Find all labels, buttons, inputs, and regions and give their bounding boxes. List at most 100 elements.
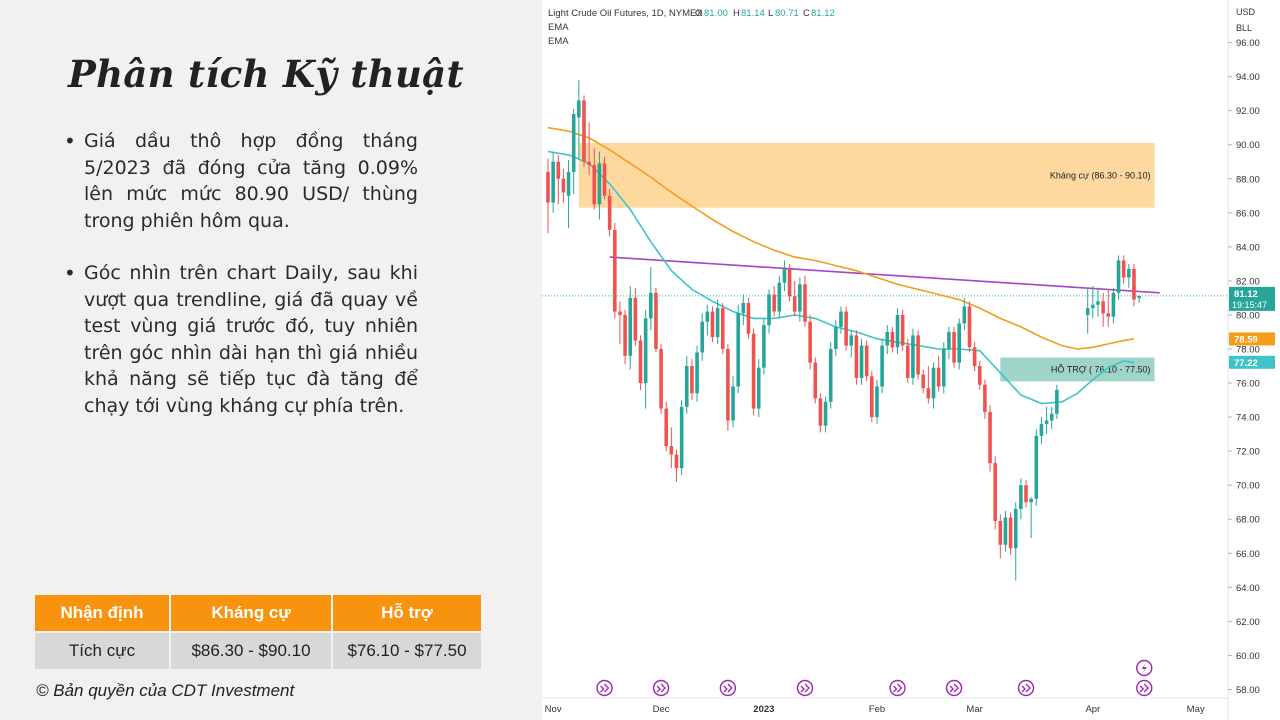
- y-tick-label: 74.00: [1236, 413, 1260, 424]
- candle: [828, 342, 833, 409]
- candle: [690, 359, 694, 401]
- y-tick-label: 92.00: [1236, 106, 1260, 117]
- candle-body: [798, 284, 802, 312]
- ohlc-high-label: H: [733, 8, 740, 19]
- chart-header: Light Crude Oil Futures, 1D, NYMEX O 81.…: [548, 7, 1256, 47]
- candle: [1121, 255, 1126, 285]
- cell-support: $76.10 - $77.50: [333, 633, 481, 669]
- candle-body: [679, 406, 684, 469]
- candle-body: [926, 388, 931, 399]
- zone-label: Kháng cự (86.30 - 90.10): [1050, 170, 1151, 180]
- candle: [602, 156, 607, 200]
- candle: [623, 309, 627, 365]
- candle-body: [664, 408, 669, 447]
- unit-label: BLL: [1236, 23, 1252, 33]
- zone-label: HỖ TRỢ ( 76.10 - 77.50): [1051, 363, 1151, 374]
- indicator-label: EMA: [548, 22, 569, 33]
- candle-body: [751, 333, 756, 409]
- candle: [613, 223, 617, 319]
- candle: [587, 122, 591, 176]
- lightning-bolt: [1141, 663, 1147, 673]
- candle-body: [803, 284, 807, 322]
- candle-body: [654, 292, 658, 349]
- candle-body: [993, 463, 997, 521]
- candle: [582, 95, 586, 167]
- event-marker-arrows: [656, 683, 666, 693]
- candle: [751, 328, 756, 416]
- event-marker-arrows: [1021, 683, 1031, 693]
- candle: [880, 338, 884, 394]
- cell-assessment: Tích cực: [35, 633, 169, 669]
- candle: [1096, 287, 1100, 317]
- candle: [618, 301, 622, 344]
- candle: [1137, 295, 1141, 303]
- event-marker-icon: [1136, 679, 1153, 697]
- candle-body: [983, 384, 987, 412]
- candle: [936, 355, 941, 392]
- candle: [839, 306, 843, 334]
- candle-body: [1121, 260, 1126, 278]
- candle-body: [870, 376, 874, 418]
- candle: [659, 343, 663, 414]
- candle-body: [962, 306, 967, 324]
- candle: [993, 456, 997, 530]
- candle: [649, 267, 653, 331]
- candle-body: [571, 114, 576, 172]
- candle: [1003, 510, 1008, 552]
- candle-body: [787, 268, 792, 297]
- zones-layer: Kháng cự (86.30 - 90.10) HỖ TRỢ ( 76.10 -…: [578, 143, 1155, 382]
- candle-body: [906, 345, 910, 378]
- event-markers-layer: [596, 659, 1153, 697]
- trendline: [609, 256, 1160, 294]
- y-tick-label: 76.00: [1236, 379, 1260, 390]
- candle: [777, 275, 782, 319]
- y-tick-label: 90.00: [1236, 140, 1260, 151]
- candle: [571, 108, 576, 195]
- event-marker-icon: [945, 679, 963, 697]
- candle: [1008, 512, 1013, 555]
- candle-body: [952, 331, 956, 363]
- candle: [947, 326, 951, 360]
- candle-body: [834, 326, 838, 349]
- candles-layer: [546, 80, 1141, 581]
- y-tick-label: 60.00: [1236, 651, 1260, 662]
- y-tick-label: 70.00: [1236, 481, 1260, 492]
- x-tick-label: May: [1187, 704, 1205, 715]
- candle: [844, 306, 848, 351]
- candle: [1111, 287, 1116, 324]
- price-chart-panel[interactable]: Kháng cự (86.30 - 90.10) HỖ TRỢ ( 76.10 -…: [542, 0, 1280, 720]
- y-tick-label: 84.00: [1236, 242, 1260, 253]
- candle: [710, 306, 715, 343]
- candle-body: [957, 323, 961, 363]
- candle-body: [977, 366, 982, 385]
- candle-body: [561, 178, 566, 193]
- candle-body: [792, 296, 797, 312]
- candle-body: [890, 331, 895, 348]
- candle-body: [967, 306, 972, 348]
- candle-body: [859, 345, 864, 378]
- candle-body: [998, 520, 1003, 545]
- candle: [762, 318, 766, 375]
- event-marker-arrows: [1139, 683, 1150, 693]
- candle-body: [885, 331, 890, 346]
- header-support: Hỗ trợ: [333, 595, 481, 631]
- candle: [561, 168, 566, 203]
- event-marker-icon: [719, 679, 737, 697]
- candle: [967, 301, 972, 353]
- candle: [782, 260, 787, 292]
- price-tag: [1229, 286, 1275, 311]
- candle-body: [1034, 435, 1039, 499]
- candle-body: [762, 325, 766, 368]
- candle: [674, 449, 679, 482]
- slide-title: Phân tích Kỹ thuật: [68, 52, 464, 96]
- candlestick-chart[interactable]: Kháng cự (86.30 - 90.10) HỖ TRỢ ( 76.10 -…: [542, 0, 1280, 720]
- y-tick-label: 96.00: [1236, 38, 1260, 49]
- candle-body: [936, 367, 941, 387]
- bullet-item: Giá dầu thô hợp đồng tháng 5/2023 đã đón…: [62, 128, 418, 234]
- candle-body: [839, 311, 843, 327]
- candle: [885, 325, 890, 355]
- candle: [767, 289, 771, 334]
- event-marker-icon: [1017, 679, 1035, 697]
- candle-body: [818, 398, 823, 426]
- candle: [962, 297, 967, 331]
